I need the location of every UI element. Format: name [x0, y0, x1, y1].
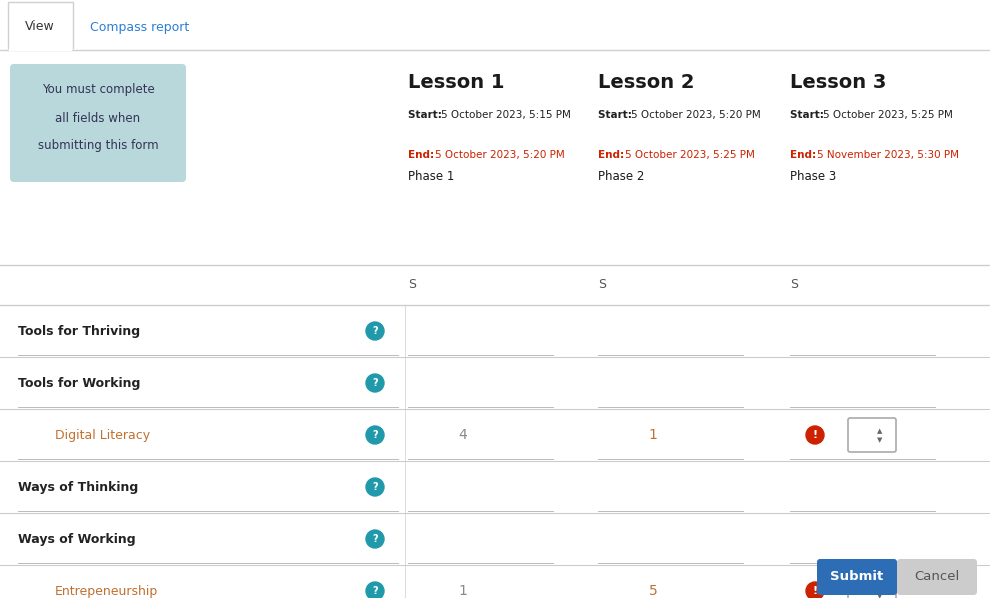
Text: Lesson 1: Lesson 1: [408, 74, 505, 93]
Text: 5 October 2023, 5:20 PM: 5 October 2023, 5:20 PM: [435, 150, 564, 160]
Text: End:: End:: [790, 150, 820, 160]
Text: ?: ?: [372, 534, 378, 544]
Text: ?: ?: [372, 378, 378, 388]
Text: ?: ?: [372, 326, 378, 336]
Bar: [0, 305, 990, 357]
Bar: [8, 2, 73, 50]
Bar: [0, 357, 990, 409]
Text: all fields when: all fields when: [55, 111, 141, 124]
Text: Start:: Start:: [408, 110, 446, 120]
Text: Cancel: Cancel: [915, 570, 959, 584]
Text: S: S: [598, 279, 606, 291]
Text: Lesson 2: Lesson 2: [598, 74, 695, 93]
FancyBboxPatch shape: [848, 418, 896, 452]
Bar: [0, 50, 990, 265]
Bar: [9, 47, 72, 51]
Text: Ways of Working: Ways of Working: [18, 532, 136, 545]
Bar: [0, 0, 990, 50]
Text: 1: 1: [458, 584, 467, 598]
Bar: [0, 409, 990, 461]
Text: S: S: [408, 279, 416, 291]
Text: ?: ?: [372, 430, 378, 440]
Text: S: S: [790, 279, 798, 291]
Text: Compass report: Compass report: [90, 20, 189, 33]
Text: Lesson 3: Lesson 3: [790, 74, 886, 93]
Text: Phase 3: Phase 3: [790, 170, 837, 184]
Text: Ways of Thinking: Ways of Thinking: [18, 481, 139, 493]
Circle shape: [366, 530, 384, 548]
Text: End:: End:: [408, 150, 438, 160]
Text: 5 October 2023, 5:15 PM: 5 October 2023, 5:15 PM: [441, 110, 571, 120]
Circle shape: [806, 582, 824, 598]
Bar: [0, 265, 990, 305]
Text: ▲: ▲: [877, 584, 883, 590]
Circle shape: [366, 582, 384, 598]
Text: ▼: ▼: [877, 593, 883, 598]
Text: Start:: Start:: [790, 110, 828, 120]
Text: Tools for Thriving: Tools for Thriving: [18, 325, 141, 337]
Text: !: !: [813, 586, 818, 596]
Text: Submit: Submit: [831, 570, 884, 584]
Text: ▼: ▼: [877, 437, 883, 443]
Text: ▲: ▲: [877, 428, 883, 434]
Text: 4: 4: [458, 428, 467, 442]
Text: 5 November 2023, 5:30 PM: 5 November 2023, 5:30 PM: [817, 150, 959, 160]
Text: Start:: Start:: [598, 110, 636, 120]
FancyBboxPatch shape: [817, 559, 897, 595]
Circle shape: [806, 426, 824, 444]
Text: 1: 1: [648, 428, 657, 442]
FancyBboxPatch shape: [10, 64, 186, 182]
Bar: [0, 513, 990, 565]
Text: ?: ?: [372, 586, 378, 596]
Bar: [0, 461, 990, 513]
Text: End:: End:: [598, 150, 628, 160]
Text: Tools for Working: Tools for Working: [18, 377, 141, 389]
Circle shape: [366, 478, 384, 496]
Text: Entrepeneurship: Entrepeneurship: [55, 584, 158, 597]
Text: submitting this form: submitting this form: [38, 139, 158, 152]
Text: You must complete: You must complete: [42, 84, 154, 96]
Text: View: View: [25, 20, 54, 33]
Circle shape: [366, 322, 384, 340]
Text: ?: ?: [372, 482, 378, 492]
Text: 5: 5: [648, 584, 657, 598]
Circle shape: [366, 374, 384, 392]
Text: Phase 1: Phase 1: [408, 170, 454, 184]
FancyBboxPatch shape: [897, 559, 977, 595]
Text: 5 October 2023, 5:25 PM: 5 October 2023, 5:25 PM: [625, 150, 754, 160]
Text: 5 October 2023, 5:20 PM: 5 October 2023, 5:20 PM: [631, 110, 760, 120]
FancyBboxPatch shape: [848, 574, 896, 598]
Text: !: !: [813, 430, 818, 440]
Bar: [0, 565, 990, 598]
Circle shape: [366, 426, 384, 444]
Text: 5 October 2023, 5:25 PM: 5 October 2023, 5:25 PM: [823, 110, 952, 120]
Text: Digital Literacy: Digital Literacy: [55, 429, 150, 441]
Text: Phase 2: Phase 2: [598, 170, 644, 184]
